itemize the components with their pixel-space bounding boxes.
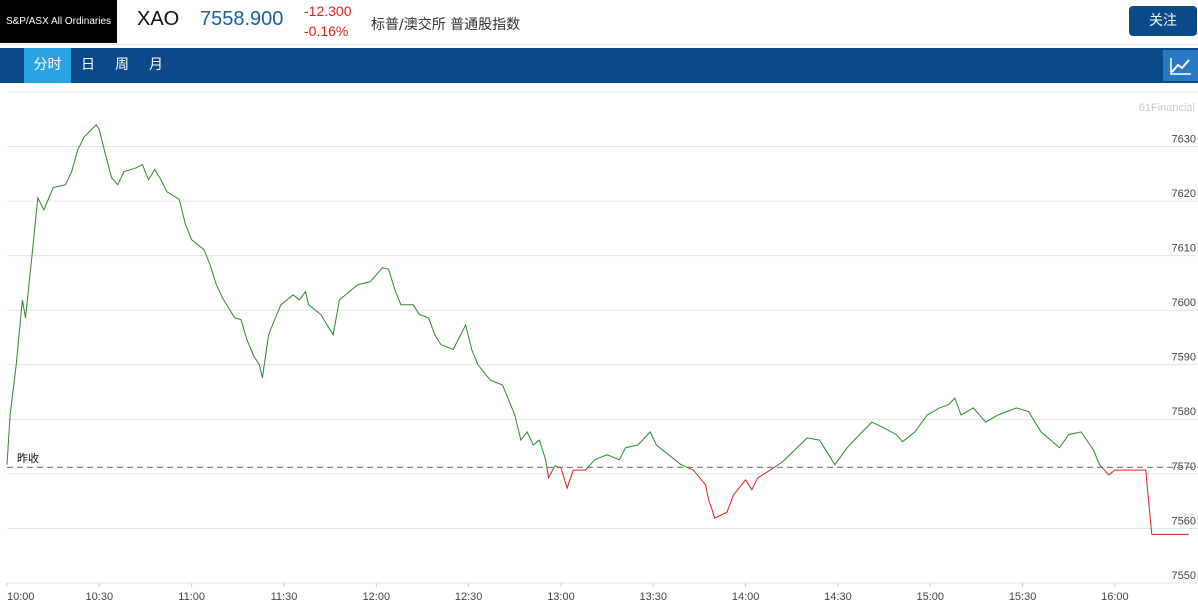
- change: -12.300: [304, 3, 352, 19]
- y-tick-label: 7590: [1172, 352, 1196, 364]
- x-tick-label: 10:00: [7, 591, 35, 603]
- tab[interactable]: 周: [115, 57, 129, 73]
- y-tick-label: 7620: [1172, 188, 1196, 200]
- y-tick-label: 7580: [1172, 406, 1196, 418]
- tab-bar: 分时 日 周 月: [0, 48, 1198, 83]
- tab[interactable]: 月: [149, 57, 163, 73]
- logo: S&P/ASX All Ordinaries: [0, 0, 117, 43]
- x-tick-label: 13:00: [547, 591, 575, 603]
- x-tick-label: 11:00: [178, 591, 205, 603]
- x-tick-label: 14:00: [732, 591, 760, 603]
- change-pct: -0.16%: [304, 23, 349, 39]
- chart-icon: [1170, 58, 1191, 75]
- y-tick-label: 7600: [1172, 297, 1196, 309]
- x-tick-label: 12:30: [455, 591, 483, 603]
- watermark: 61Financial: [1139, 102, 1195, 114]
- price: 7558.900: [200, 8, 284, 30]
- y-tick-label: 7560: [1172, 515, 1196, 527]
- y-tick-label: 7630: [1172, 133, 1196, 145]
- x-tick-label: 15:00: [916, 591, 944, 603]
- follow-button[interactable]: 关注: [1129, 6, 1197, 36]
- y-tick-label: 7550: [1172, 570, 1196, 582]
- x-tick-label: 12:00: [363, 591, 391, 603]
- symbol: XAO: [137, 8, 180, 30]
- header: S&P/ASX All Ordinaries XAO 7558.900 -12.…: [0, 0, 1198, 45]
- x-tick-label: 14:30: [824, 591, 852, 603]
- price-line: [6, 123, 1189, 535]
- y-tick-label: 7610: [1172, 243, 1196, 255]
- x-tick-label: 13:30: [640, 591, 668, 603]
- tab[interactable]: 分时: [24, 48, 71, 83]
- x-tick-label: 11:30: [271, 591, 298, 603]
- chart: 61Financial 7550 7560 7570 7580 7590 7600 7610…: [6, 91, 1198, 603]
- y-tick-label: 7570: [1172, 461, 1196, 473]
- x-tick-label: 16:00: [1101, 591, 1129, 603]
- reference-label: 昨收: [17, 451, 39, 465]
- x-tick-label: 15:30: [1009, 591, 1037, 603]
- index-name: 标普/澳交所 普通股指数: [371, 17, 521, 33]
- chart-toggle[interactable]: [1163, 50, 1198, 81]
- x-tick-label: 10:30: [86, 591, 114, 603]
- tab[interactable]: 日: [81, 57, 95, 73]
